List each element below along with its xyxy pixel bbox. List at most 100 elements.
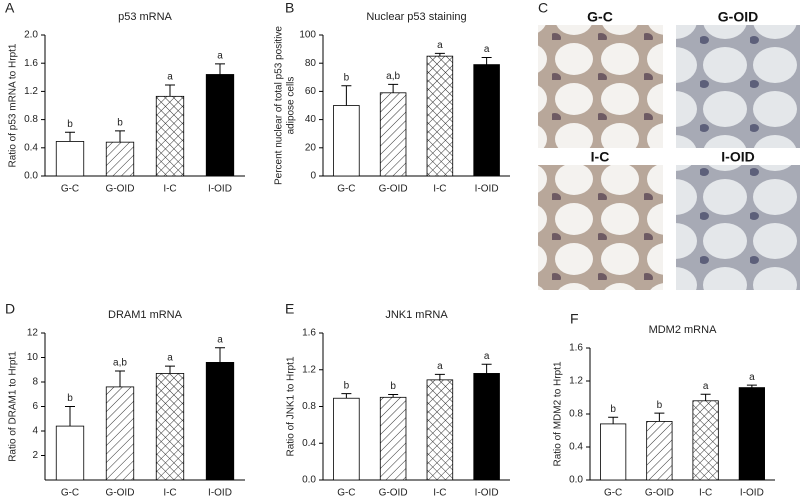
y-axis-label: adipose cells [286,77,297,135]
panel-c-images [538,25,800,290]
error-bar [65,131,75,142]
significance-label: b [344,380,350,391]
micrograph [538,165,663,290]
significance-label: b [657,400,663,411]
significance-label: a [749,372,755,383]
bar [55,425,85,481]
y-tick-label: 2.0 [24,30,38,41]
micrograph [676,25,800,148]
error-bar [165,84,175,97]
y-axis-label: Ratio of JNK1 to Hrpt1 [286,356,297,456]
micrograph [538,25,663,148]
y-tick-label: 10 [27,352,39,363]
x-tick-label: I-OID [740,488,764,497]
y-tick-label: 6 [32,401,38,412]
bar [333,105,360,177]
x-tick-label: G-C [61,184,79,195]
micrograph [676,165,800,290]
significance-label: a [484,44,490,55]
significance-label: b [67,393,73,404]
y-tick-label: 8 [32,377,38,388]
bar [333,397,360,481]
bar [205,361,235,481]
bar [105,141,135,177]
significance-label: a,b [386,71,400,82]
x-tick-label: I-OID [208,184,232,195]
significance-label: a,b [113,358,127,369]
bar [426,55,454,177]
bar [55,141,85,177]
panel-letter: E [285,301,294,317]
x-tick-label: I-C [163,184,176,195]
y-tick-label: 60 [305,86,317,97]
y-tick-label: 0.4 [24,142,38,153]
panel-letter: B [285,0,294,16]
y-tick-label: 0.4 [569,442,583,453]
y-axis-label: Ratio of p53 mRNA to Hrpt1 [8,43,19,167]
y-tick-label: 1.6 [302,328,316,339]
panel-letter: F [570,311,579,327]
x-tick-label: G-OID [379,184,408,195]
error-bar [215,63,225,75]
image-label: G-C [587,9,613,25]
significance-label: a [217,334,223,345]
x-tick-label: G-OID [645,488,674,497]
error-bar [746,384,757,388]
y-axis-label: Ratio of MDM2 to Hrpt1 [553,361,564,466]
y-tick-label: 0.8 [24,114,38,125]
significance-label: b [390,381,396,392]
x-tick-label: I-OID [475,488,499,497]
x-tick-label: I-C [699,488,712,497]
significance-label: a [703,381,709,392]
x-tick-label: I-C [163,488,176,497]
significance-label: a [437,361,443,372]
x-tick-label: G-C [604,488,622,497]
bar [692,400,719,481]
y-tick-label: 0.0 [569,475,583,486]
y-tick-label: 0.4 [302,438,316,449]
x-tick-label: G-C [61,488,79,497]
error-bar [434,373,445,380]
error-bar [115,370,125,387]
x-tick-label: G-OID [379,488,408,497]
y-tick-label: 1.6 [24,58,38,69]
bar [426,379,454,481]
y-tick-label: 0.8 [302,401,316,412]
bar [205,74,235,177]
chart-title: MDM2 mRNA [649,324,717,336]
y-tick-label: 0.0 [24,171,38,182]
chart-title: DRAM1 mRNA [108,309,183,321]
bar [155,95,185,177]
significance-label: b [67,119,73,130]
y-tick-label: 100 [299,30,316,41]
bar [379,92,407,177]
error-bar [481,363,492,374]
y-tick-label: 80 [305,58,317,69]
chart-title: Nuclear p53 staining [366,11,466,23]
x-tick-label: G-OID [106,184,135,195]
chart-title: JNK1 mRNA [385,309,448,321]
x-tick-label: I-C [433,488,446,497]
significance-label: a [484,351,490,362]
x-tick-label: G-OID [106,488,135,497]
significance-label: a [217,51,223,62]
error-bar [341,85,352,106]
bar [473,373,500,481]
significance-label: a [167,72,173,83]
panel-letter: A [5,0,15,16]
significance-label: a [167,353,173,364]
y-tick-label: 2 [32,450,38,461]
x-tick-label: I-OID [475,184,499,195]
error-bar [481,57,492,65]
image-label: I-OID [721,149,754,165]
panel-letter: C [538,0,548,16]
error-bar [215,347,225,363]
error-bar [700,393,711,401]
error-bar [434,52,445,57]
error-bar [165,365,175,374]
significance-label: b [117,118,123,129]
error-bar [388,83,399,93]
bar [646,421,673,481]
y-tick-label: 1.2 [569,376,583,387]
